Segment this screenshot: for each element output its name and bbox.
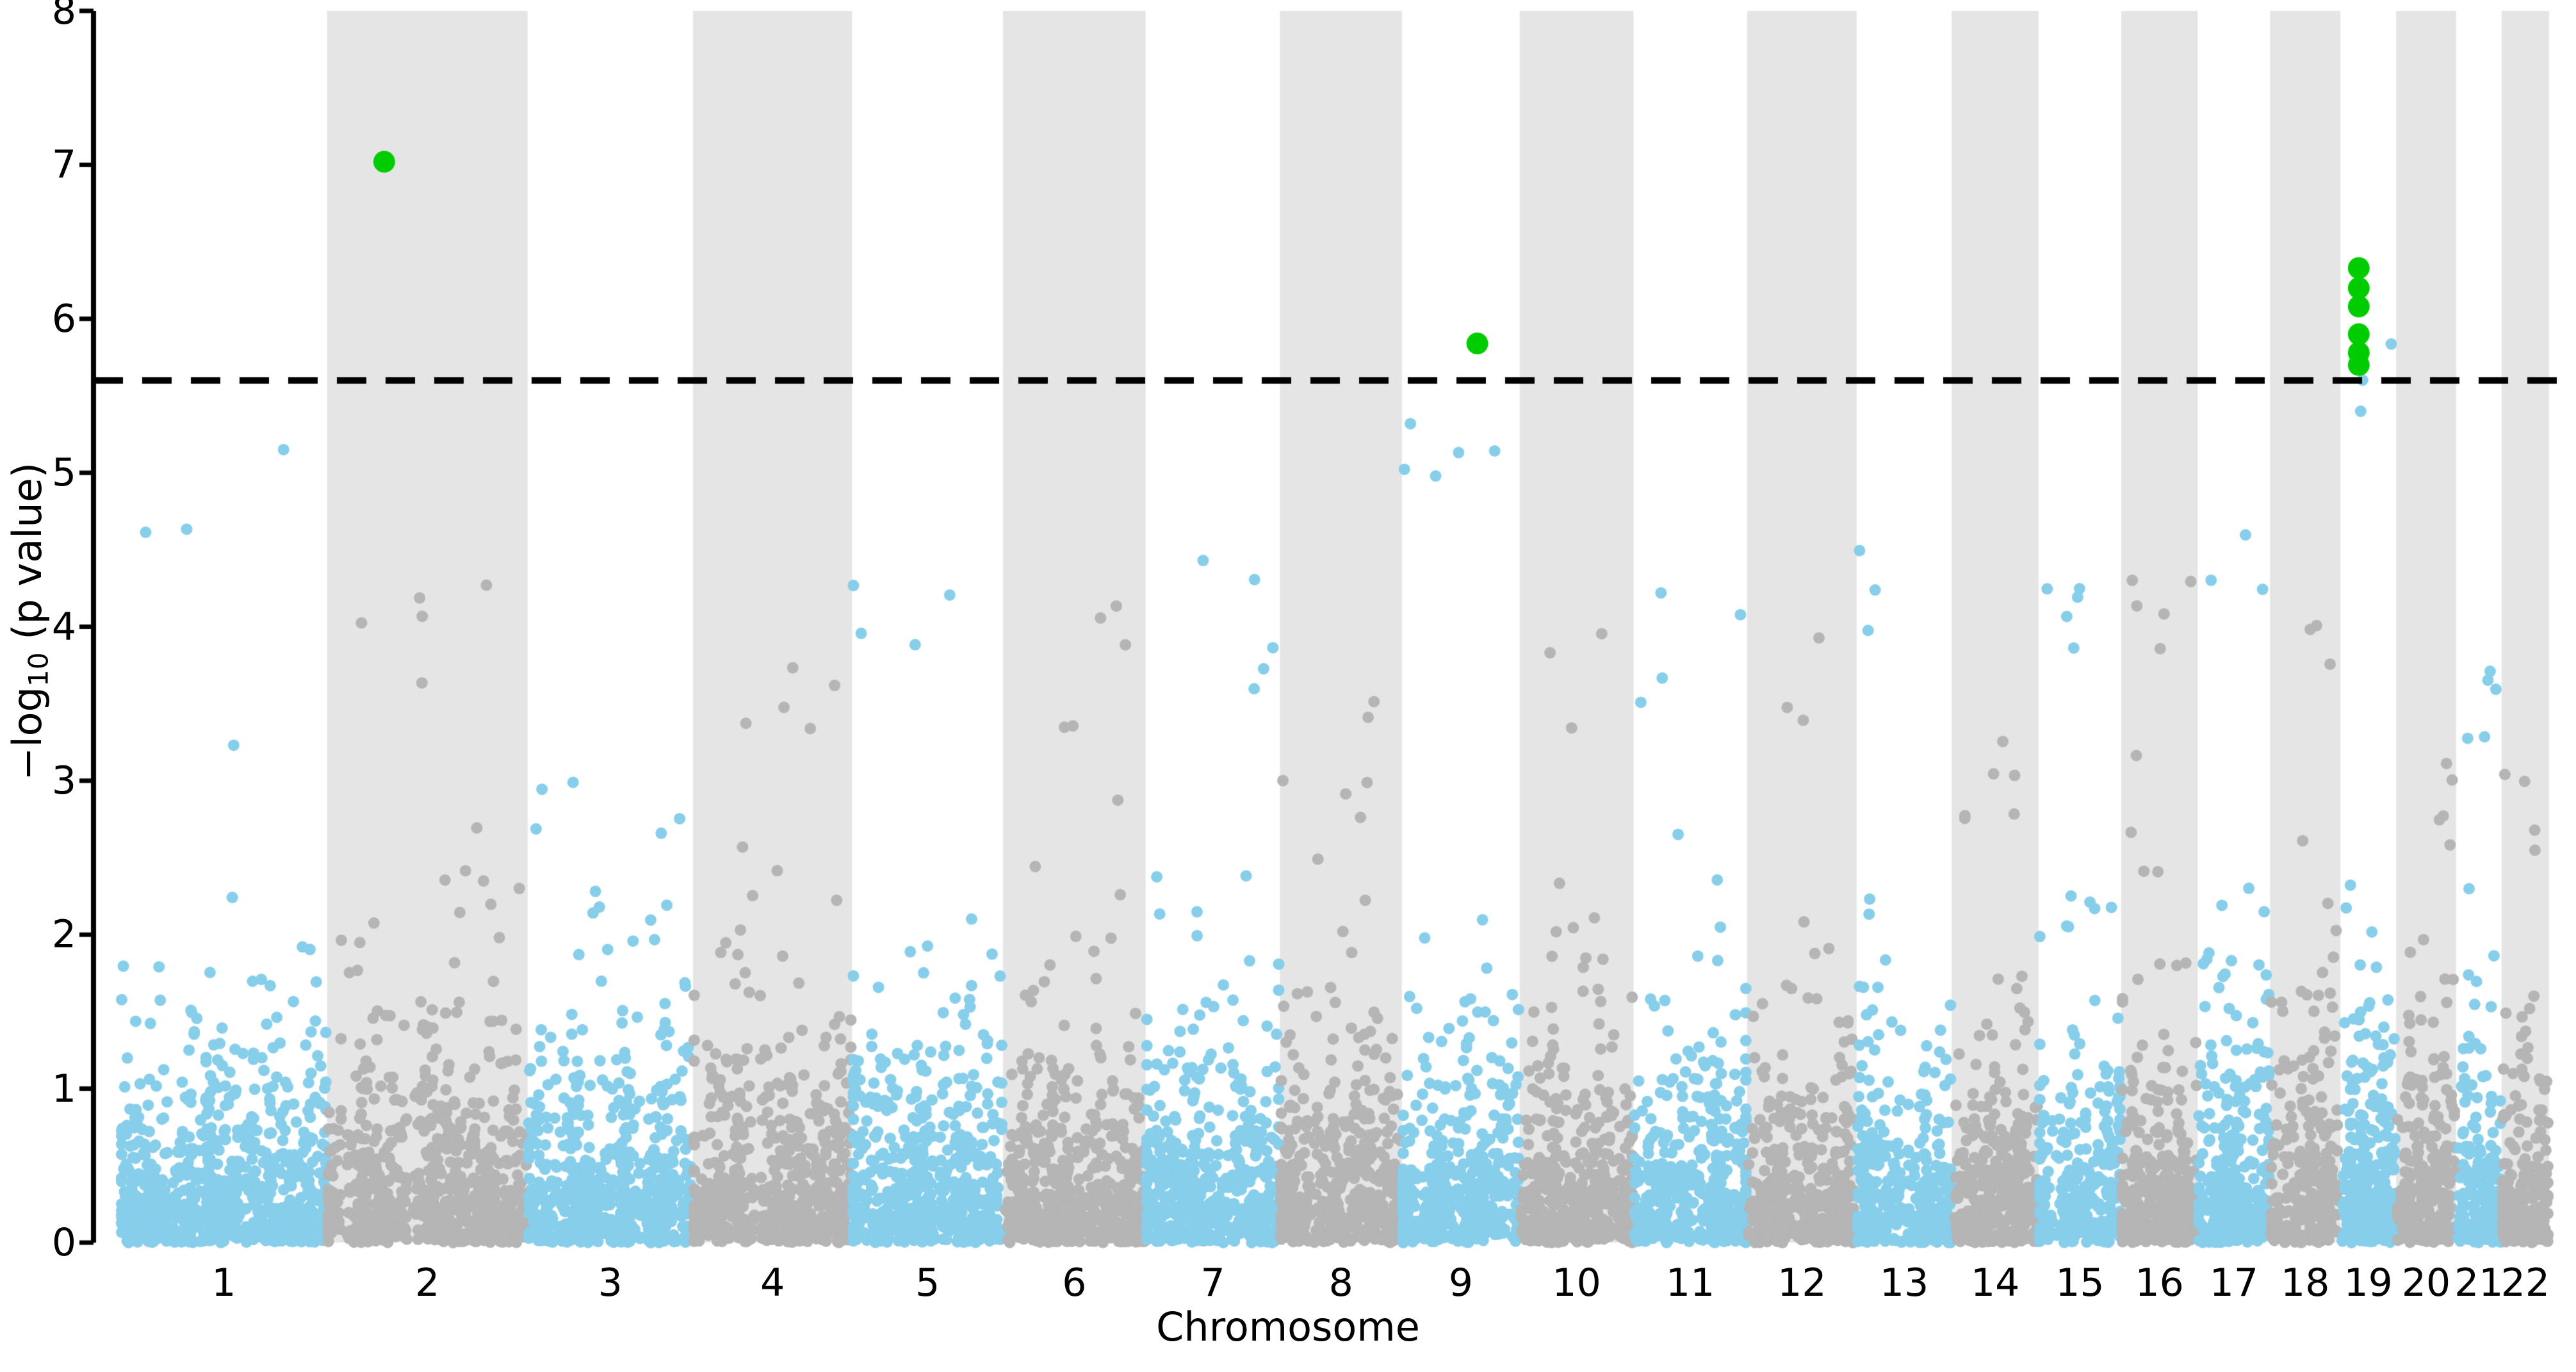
- x-tick-label-chr-11: 11: [1665, 1261, 1715, 1305]
- x-axis-label: Chromosome: [1156, 1303, 1420, 1350]
- x-tick-label-chr-9: 9: [1448, 1261, 1473, 1305]
- x-tick-label-chr-21: 21: [2454, 1261, 2504, 1305]
- x-tick-label-chr-16: 16: [2135, 1261, 2184, 1305]
- y-axis-label-subscript: 10: [22, 652, 54, 687]
- x-tick-label-chr-20: 20: [2401, 1261, 2451, 1305]
- x-tick-label-chr-8: 8: [1328, 1261, 1353, 1305]
- x-tick-label-chr-19: 19: [2344, 1261, 2393, 1305]
- x-tick-label-chr-15: 15: [2055, 1261, 2105, 1305]
- x-tick-label-chr-22: 22: [2500, 1261, 2550, 1305]
- y-tick-label: 8: [51, 0, 77, 33]
- x-tick-label-chr-18: 18: [2281, 1261, 2330, 1305]
- y-tick-label: 1: [51, 1066, 77, 1111]
- y-axis-label-suffix: (p value): [3, 462, 51, 653]
- y-tick-label: 7: [51, 142, 77, 188]
- y-tick-label: 2: [51, 912, 77, 958]
- y-axis-label: −log10 (p value): [4, 462, 54, 781]
- x-tick-label-chr-2: 2: [415, 1261, 440, 1305]
- y-tick-label: 6: [51, 296, 77, 341]
- x-tick-label-chr-7: 7: [1200, 1261, 1225, 1305]
- x-tick-label-chr-4: 4: [760, 1261, 785, 1305]
- y-axis-label-container: −log10 (p value): [0, 0, 58, 1243]
- y-tick-label: 4: [51, 604, 77, 649]
- x-tick-label-chr-5: 5: [915, 1261, 940, 1305]
- x-tick-label-chr-17: 17: [2209, 1261, 2259, 1305]
- y-tick-label: 5: [51, 450, 77, 496]
- x-tick-label-chr-10: 10: [1552, 1261, 1601, 1305]
- x-tick-label-chr-1: 1: [211, 1261, 236, 1305]
- y-tick-label: 0: [51, 1220, 77, 1265]
- x-tick-label-chr-3: 3: [598, 1261, 623, 1305]
- x-tick-label-chr-6: 6: [1062, 1261, 1087, 1305]
- y-axis-label-prefix: −log: [3, 686, 51, 781]
- y-tick-label: 3: [51, 758, 77, 803]
- x-tick-label-chr-14: 14: [1970, 1261, 2020, 1305]
- x-tick-label-chr-13: 13: [1879, 1261, 1929, 1305]
- x-tick-label-chr-12: 12: [1777, 1261, 1827, 1305]
